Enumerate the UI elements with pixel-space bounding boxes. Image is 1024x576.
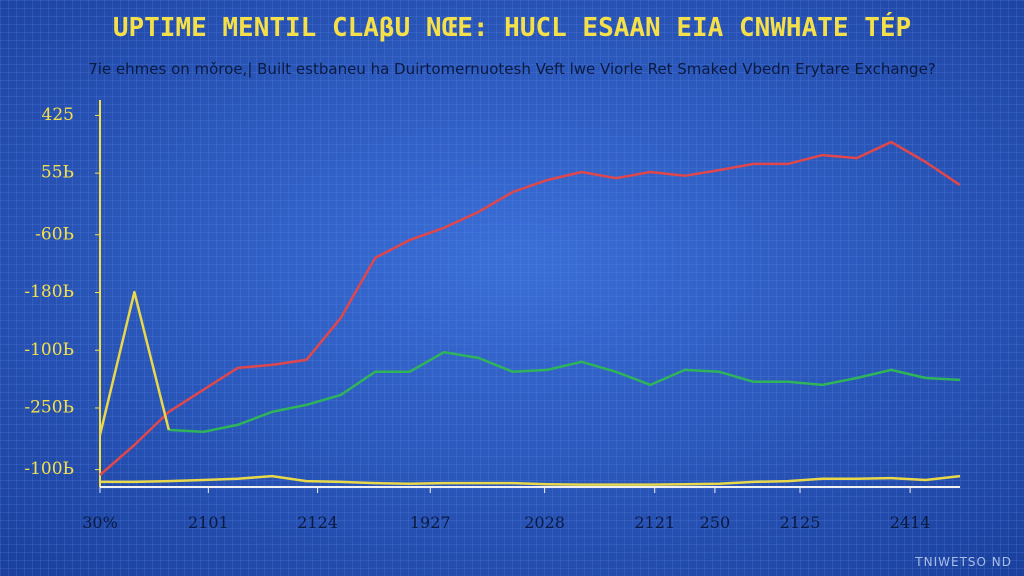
- y-tick-label: -180Ь: [24, 282, 74, 302]
- x-tick-label: 2101: [188, 513, 229, 532]
- y-tick-label: -100Ь: [24, 459, 74, 479]
- data-line: [168, 350, 961, 434]
- x-tick-label: 250: [700, 513, 731, 532]
- data-line: [100, 474, 961, 486]
- y-tick-label: -250Ь: [24, 398, 74, 418]
- data-line: [99, 140, 961, 476]
- x-tick-label: 2028: [524, 513, 565, 532]
- x-tick-label: 30%: [82, 513, 118, 532]
- x-tick-label: 2125: [780, 513, 821, 532]
- x-tick-label: 2121: [634, 513, 675, 532]
- chart-subtitle: 7ie ehmes on mǒroe,| Built estbaneu ha D…: [88, 60, 936, 78]
- y-tick-label: -100Ь: [24, 340, 74, 360]
- chart-title: UPTIME MENTIL CLAβU NŒE: HUCL ESAAN EIA …: [113, 11, 911, 43]
- x-tick-label: 1927: [410, 513, 451, 532]
- y-tick-label: -60Ь: [35, 224, 74, 244]
- y-tick-label: 425: [42, 105, 74, 125]
- watermark: TNIWETSO ND: [914, 555, 1012, 569]
- data-line: [98, 290, 171, 436]
- x-tick-label: 2414: [890, 513, 931, 532]
- x-tick-label: 2124: [297, 513, 338, 532]
- y-tick-label: 55Ь: [41, 163, 74, 183]
